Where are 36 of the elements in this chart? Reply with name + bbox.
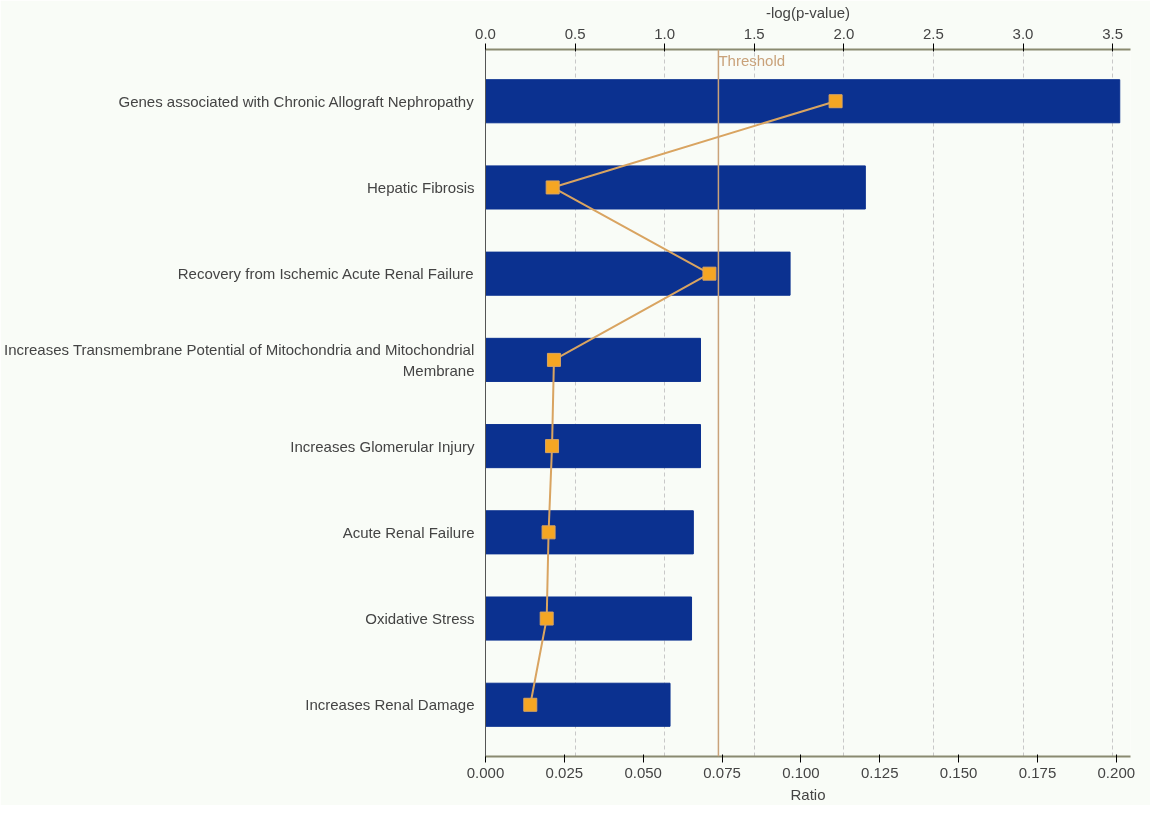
x2-tick-label: 1.5 bbox=[743, 24, 765, 42]
x-tick-label: 0.050 bbox=[624, 763, 662, 781]
x2-tick-label: 0.5 bbox=[564, 24, 586, 42]
x2-tick-label: 3.5 bbox=[1102, 24, 1124, 42]
x2-axis-title: -log(p-value) bbox=[765, 3, 851, 21]
x-tick-label: 0.000 bbox=[466, 763, 505, 781]
y-tick-label: Acute Renal Failure bbox=[342, 523, 475, 541]
point bbox=[523, 697, 538, 712]
x-tick-label: 0.150 bbox=[939, 763, 978, 781]
y-tick-label: Increases Renal Damage bbox=[305, 696, 475, 714]
x-tick-label: 0.100 bbox=[782, 763, 820, 781]
point bbox=[545, 180, 560, 195]
point bbox=[828, 94, 843, 109]
y-tick-label: Increases Glomerular Injury bbox=[290, 437, 475, 455]
ref-line-label: Threshold bbox=[718, 51, 786, 69]
point bbox=[545, 439, 560, 454]
x-tick-label: 0.175 bbox=[1018, 763, 1057, 781]
x-tick-label: 0.025 bbox=[545, 763, 584, 781]
point bbox=[539, 611, 554, 626]
y-tick-label: Oxidative Stress bbox=[365, 610, 475, 628]
x-tick-label: 0.125 bbox=[860, 763, 899, 781]
y-tick-label: Hepatic Fibrosis bbox=[366, 178, 475, 196]
x-axis-title: Ratio bbox=[790, 785, 826, 803]
x2-tick-label: 2.0 bbox=[833, 24, 855, 42]
point bbox=[546, 352, 561, 367]
x-tick-label: 0.075 bbox=[703, 763, 741, 781]
y-tick-label: Increases Transmembrane Potential of Mitochondria and Mitochondrial Membrane bbox=[3, 341, 475, 379]
y-tick-label: Recovery from Ischemic Acute Renal Failure bbox=[177, 265, 474, 283]
point bbox=[541, 525, 556, 540]
x2-tick-label: 1.0 bbox=[654, 24, 676, 42]
point bbox=[702, 266, 717, 281]
x-tick-label: 0.200 bbox=[1097, 763, 1136, 781]
y-tick-label: Genes associated with Chronic Allograft Nephropathy bbox=[118, 92, 475, 110]
x2-tick-label: 0.0 bbox=[475, 24, 496, 42]
x2-tick-label: 3.0 bbox=[1012, 24, 1034, 42]
x2-tick-label: 2.5 bbox=[922, 24, 944, 42]
